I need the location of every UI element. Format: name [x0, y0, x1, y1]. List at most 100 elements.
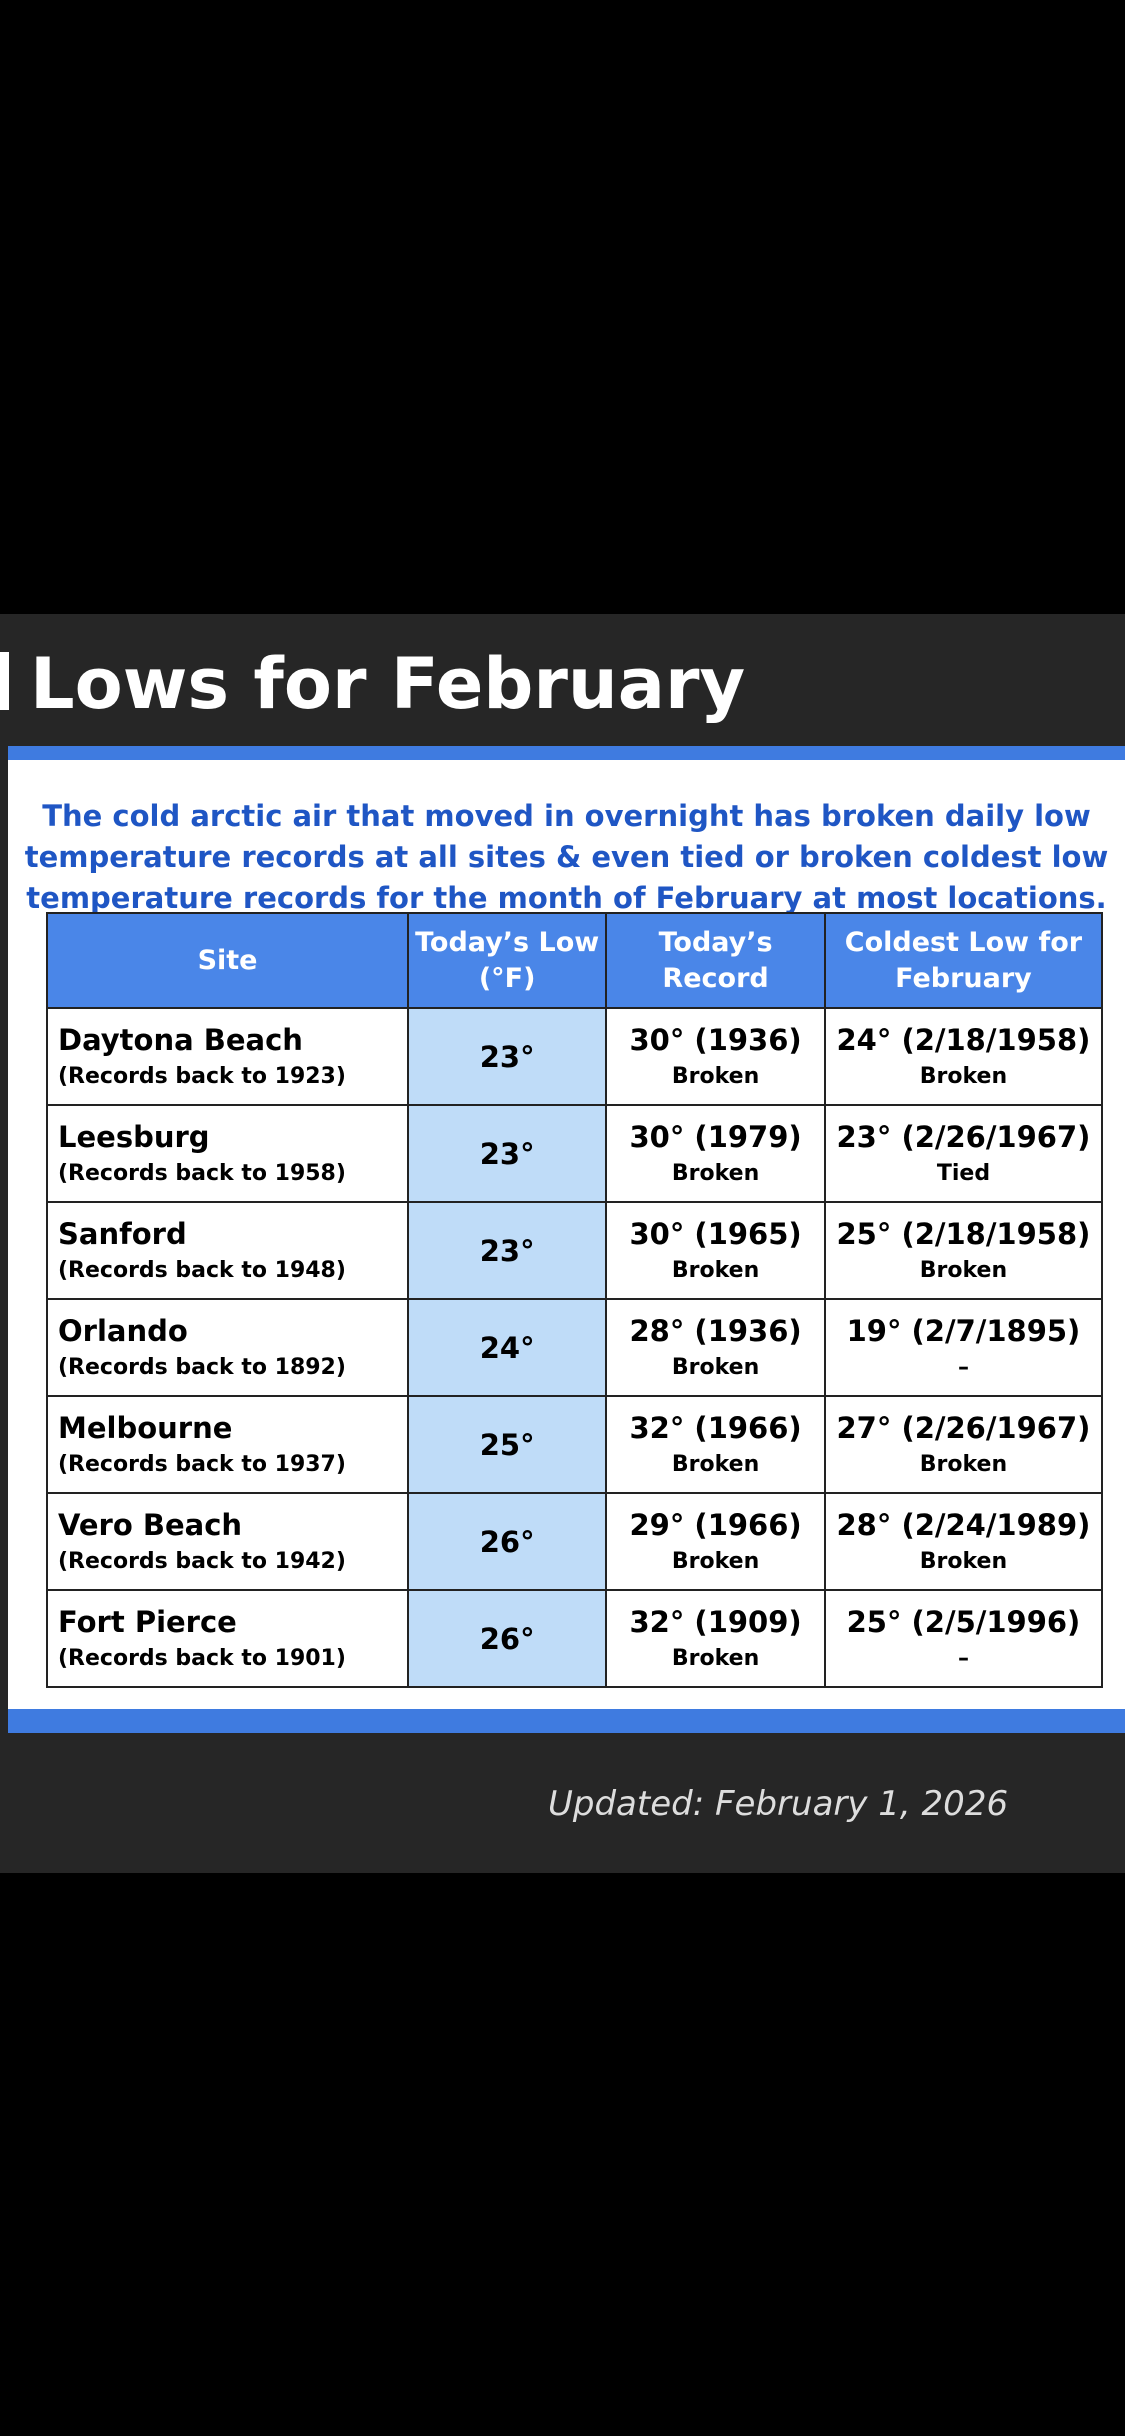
record-status: Broken: [671, 1063, 760, 1089]
coldest-status: Tied: [936, 1160, 991, 1186]
site-note: (Records back to 1937): [58, 1451, 346, 1477]
low-cell: 26°: [407, 1589, 608, 1688]
intro-line: temperature records at all sites & even …: [24, 840, 1109, 874]
site-name: Orlando: [58, 1313, 188, 1348]
site-cell: Vero Beach (Records back to 1942): [45, 1492, 410, 1591]
low-cell: 24°: [407, 1298, 608, 1397]
low-value: 23°: [479, 1039, 535, 1074]
panel: Lows for February The cold arctic air th…: [0, 614, 1125, 1873]
record-status: Broken: [671, 1548, 760, 1574]
record-value: 32° (1909): [629, 1604, 802, 1639]
coldest-status: –: [957, 1354, 969, 1380]
record-cell: 30° (1965) Broken: [605, 1201, 826, 1300]
site-name: Fort Pierce: [58, 1604, 237, 1639]
low-value: 23°: [479, 1233, 535, 1268]
cut-glyph: [0, 652, 9, 710]
record-cell: 29° (1966) Broken: [605, 1492, 826, 1591]
site-cell: Orlando (Records back to 1892): [45, 1298, 410, 1397]
coldest-status: Broken: [919, 1063, 1008, 1089]
intro-line: The cold arctic air that moved in overni…: [42, 799, 1091, 833]
intro-line: temperature records for the month of Feb…: [26, 881, 1107, 915]
column-header: Coldest Low for February: [823, 912, 1104, 1009]
site-note: (Records back to 1958): [58, 1160, 346, 1186]
intro: The cold arctic air that moved in overni…: [8, 796, 1125, 919]
card: The cold arctic air that moved in overni…: [8, 746, 1125, 1733]
site-cell: Daytona Beach (Records back to 1923): [45, 1007, 410, 1106]
record-value: 30° (1965): [629, 1216, 802, 1251]
low-cell: 23°: [407, 1007, 608, 1106]
records-table: Site Today’s Low (°F) Today’s Record Coldes…: [45, 912, 1104, 1688]
site-cell: Melbourne (Records back to 1937): [45, 1395, 410, 1494]
record-status: Broken: [671, 1451, 760, 1477]
record-status: Broken: [671, 1645, 760, 1671]
low-value: 24°: [479, 1330, 535, 1365]
coldest-value: 25° (2/18/1958): [836, 1216, 1091, 1251]
record-cell: 32° (1909) Broken: [605, 1589, 826, 1688]
coldest-status: Broken: [919, 1257, 1008, 1283]
record-cell: 30° (1936) Broken: [605, 1007, 826, 1106]
coldest-cell: 19° (2/7/1895) –: [823, 1298, 1104, 1397]
column-header: Today’s Low (°F): [407, 912, 608, 1009]
site-name: Sanford: [58, 1216, 187, 1251]
site-name: Daytona Beach: [58, 1022, 303, 1057]
record-cell: 32° (1966) Broken: [605, 1395, 826, 1494]
record-cell: 30° (1979) Broken: [605, 1104, 826, 1203]
low-value: 23°: [479, 1136, 535, 1171]
site-note: (Records back to 1948): [58, 1257, 346, 1283]
table-row: Orlando (Records back to 1892) 24° 28° (193…: [45, 1298, 1104, 1397]
coldest-cell: 23° (2/26/1967) Tied: [823, 1104, 1104, 1203]
site-note: (Records back to 1942): [58, 1548, 346, 1574]
table-row: Vero Beach (Records back to 1942) 26° 29° (…: [45, 1492, 1104, 1591]
record-status: Broken: [671, 1257, 760, 1283]
column-header: Today’s Record: [605, 912, 826, 1009]
record-value: 32° (1966): [629, 1410, 802, 1445]
site-cell: Sanford (Records back to 1948): [45, 1201, 410, 1300]
coldest-value: 24° (2/18/1958): [836, 1022, 1091, 1057]
low-cell: 26°: [407, 1492, 608, 1591]
site-cell: Leesburg (Records back to 1958): [45, 1104, 410, 1203]
coldest-value: 23° (2/26/1967): [836, 1119, 1091, 1154]
site-note: (Records back to 1923): [58, 1063, 346, 1089]
header-row: Site Today’s Low (°F) Today’s Record Coldes…: [45, 912, 1104, 1009]
updated-date: Updated: February 1, 2026: [548, 1784, 1009, 1824]
low-cell: 23°: [407, 1201, 608, 1300]
title: Lows for February: [30, 643, 746, 725]
site-name: Melbourne: [58, 1410, 233, 1445]
table-row: Melbourne (Records back to 1937) 25° 32° (1…: [45, 1395, 1104, 1494]
coldest-status: Broken: [919, 1548, 1008, 1574]
site-name: Leesburg: [58, 1119, 210, 1154]
coldest-cell: 25° (2/5/1996) –: [823, 1589, 1104, 1688]
coldest-value: 19° (2/7/1895): [846, 1313, 1081, 1348]
coldest-status: –: [957, 1645, 969, 1671]
record-value: 30° (1936): [629, 1022, 802, 1057]
record-value: 29° (1966): [629, 1507, 802, 1542]
coldest-status: Broken: [919, 1451, 1008, 1477]
record-cell: 28° (1936) Broken: [605, 1298, 826, 1397]
low-value: 26°: [479, 1524, 535, 1559]
site-note: (Records back to 1901): [58, 1645, 346, 1671]
column-header: Site: [45, 912, 410, 1009]
table-row: Daytona Beach (Records back to 1923) 23° 30…: [45, 1007, 1104, 1106]
low-value: 25°: [479, 1427, 535, 1462]
low-cell: 23°: [407, 1104, 608, 1203]
record-status: Broken: [671, 1160, 760, 1186]
coldest-cell: 24° (2/18/1958) Broken: [823, 1007, 1104, 1106]
site-name: Vero Beach: [58, 1507, 243, 1542]
record-value: 30° (1979): [629, 1119, 802, 1154]
coldest-value: 27° (2/26/1967): [836, 1410, 1091, 1445]
site-note: (Records back to 1892): [58, 1354, 346, 1380]
low-cell: 25°: [407, 1395, 608, 1494]
record-status: Broken: [671, 1354, 760, 1380]
table-row: Fort Pierce (Records back to 1901) 26° 32° …: [45, 1589, 1104, 1688]
coldest-value: 28° (2/24/1989): [836, 1507, 1091, 1542]
coldest-cell: 27° (2/26/1967) Broken: [823, 1395, 1104, 1494]
record-value: 28° (1936): [629, 1313, 802, 1348]
coldest-cell: 28° (2/24/1989) Broken: [823, 1492, 1104, 1591]
table-row: Sanford (Records back to 1948) 23° 30° (196…: [45, 1201, 1104, 1300]
site-cell: Fort Pierce (Records back to 1901): [45, 1589, 410, 1688]
table-row: Leesburg (Records back to 1958) 23° 30° (19…: [45, 1104, 1104, 1203]
coldest-cell: 25° (2/18/1958) Broken: [823, 1201, 1104, 1300]
low-value: 26°: [479, 1621, 535, 1656]
coldest-value: 25° (2/5/1996): [846, 1604, 1081, 1639]
